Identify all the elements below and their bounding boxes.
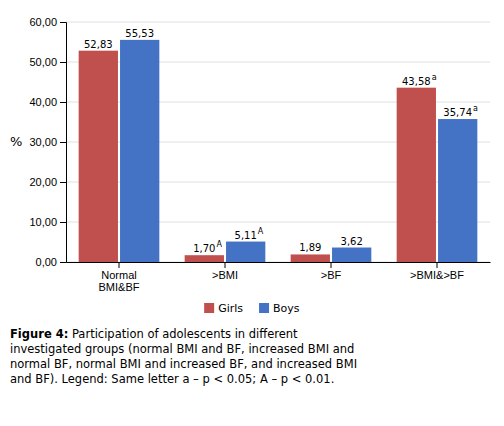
x-tick-label-line: BMI&BF bbox=[99, 281, 140, 293]
caption-line: investigated groups (normal BMI and BF, … bbox=[10, 342, 354, 356]
data-label: 35,74 bbox=[443, 107, 472, 118]
series-bars bbox=[120, 40, 477, 262]
legend-label: Boys bbox=[273, 302, 300, 315]
y-tick: 30,00 bbox=[29, 136, 66, 148]
bar bbox=[438, 119, 477, 262]
y-tick: 50,00 bbox=[29, 56, 66, 68]
x-tick-label-line: >BMI&>BF bbox=[410, 269, 464, 281]
data-label: 3,62 bbox=[341, 236, 363, 247]
y-tick-mark bbox=[60, 222, 66, 223]
x-tick-label: >BMI bbox=[212, 269, 238, 281]
data-label-superscript: A bbox=[216, 240, 222, 249]
bar bbox=[185, 255, 224, 262]
y-tick-mark bbox=[60, 62, 66, 63]
y-tick-mark bbox=[60, 182, 66, 183]
y-tick-mark bbox=[60, 22, 66, 23]
bar bbox=[120, 40, 159, 262]
legend-item: Boys bbox=[259, 302, 300, 315]
bar bbox=[79, 51, 118, 262]
legend-item: Girls bbox=[204, 302, 243, 315]
x-tick-label: NormalBMI&BF bbox=[99, 269, 140, 294]
caption-line: normal BF, normal BMI and increased BF, … bbox=[10, 357, 357, 371]
caption-bold: Figure 4: bbox=[10, 327, 68, 341]
caption: Participation of adolescents in differen… bbox=[10, 327, 357, 386]
y-tick: 10,00 bbox=[29, 216, 66, 228]
x-tick-label-line: >BMI bbox=[212, 269, 238, 281]
bar bbox=[226, 242, 265, 262]
y-tick: 40,00 bbox=[29, 96, 66, 108]
data-label: 52,83 bbox=[84, 39, 113, 50]
x-tick: >BF bbox=[321, 262, 342, 281]
x-tick: >BMI&>BF bbox=[410, 262, 464, 281]
y-axis-title: % bbox=[10, 134, 22, 149]
y-tick-label: 30,00 bbox=[29, 136, 57, 148]
legend-swatch bbox=[259, 303, 269, 313]
y-tick-label: 20,00 bbox=[29, 176, 57, 188]
bar bbox=[397, 88, 436, 262]
x-tick-label: >BMI&>BF bbox=[410, 269, 464, 281]
x-tick-mark bbox=[331, 262, 332, 268]
y-tick-label: 10,00 bbox=[29, 216, 57, 228]
y-tick-mark bbox=[60, 142, 66, 143]
legend-swatch bbox=[204, 303, 214, 313]
data-label-superscript: A bbox=[258, 227, 264, 236]
grid-line bbox=[66, 22, 490, 23]
y-tick-mark bbox=[60, 262, 66, 263]
bar bbox=[332, 248, 371, 262]
y-tick: 20,00 bbox=[29, 176, 66, 188]
x-axis-line bbox=[67, 262, 491, 263]
x-tick-label-line: >BF bbox=[321, 269, 342, 281]
x-tick: NormalBMI&BF bbox=[99, 262, 140, 293]
caption-line: and BF). Legend: Same letter a – p < 0.0… bbox=[10, 372, 334, 386]
data-labels: 52,831,70A1,8943,58a55,535,11A3,6235,74a bbox=[84, 28, 478, 254]
legend-label: Girls bbox=[218, 302, 243, 315]
x-tick-label: >BF bbox=[321, 269, 342, 281]
x-axis: NormalBMI&BF >BMI >BF >BMI&>BF bbox=[67, 262, 491, 293]
legend: Girls Boys bbox=[204, 302, 300, 315]
bars bbox=[79, 40, 478, 262]
grid bbox=[66, 22, 490, 262]
caption-line: Participation of adolescents in differen… bbox=[68, 327, 298, 341]
plot: 0,00 10,00 20,00 30,00 40,00 50,00 60,00 Normal… bbox=[29, 16, 490, 293]
data-label: 55,53 bbox=[125, 28, 154, 39]
data-label: 1,70 bbox=[193, 243, 215, 254]
x-tick-mark bbox=[437, 262, 438, 268]
y-tick-label: 40,00 bbox=[29, 96, 57, 108]
y-axis: 0,00 10,00 20,00 30,00 40,00 50,00 60,00 bbox=[29, 16, 66, 268]
y-tick: 0,00 bbox=[36, 256, 66, 268]
data-label: 43,58 bbox=[402, 76, 431, 87]
data-label: 1,89 bbox=[299, 242, 321, 253]
y-tick-label: 50,00 bbox=[29, 56, 57, 68]
x-tick-mark bbox=[225, 262, 226, 268]
data-label: 5,11 bbox=[235, 230, 257, 241]
chart: 0,00 10,00 20,00 30,00 40,00 50,00 60,00 Normal… bbox=[0, 0, 504, 426]
bar bbox=[291, 254, 330, 262]
data-label-superscript: a bbox=[473, 104, 478, 113]
y-tick-mark bbox=[60, 102, 66, 103]
x-tick-mark bbox=[119, 262, 120, 268]
data-label-superscript: a bbox=[432, 73, 437, 82]
y-tick: 60,00 bbox=[29, 16, 66, 28]
x-tick-label-line: Normal bbox=[101, 269, 136, 281]
y-axis-line bbox=[60, 23, 67, 263]
y-tick-label: 60,00 bbox=[29, 16, 57, 28]
y-tick-label: 0,00 bbox=[36, 256, 57, 268]
x-tick: >BMI bbox=[212, 262, 238, 281]
